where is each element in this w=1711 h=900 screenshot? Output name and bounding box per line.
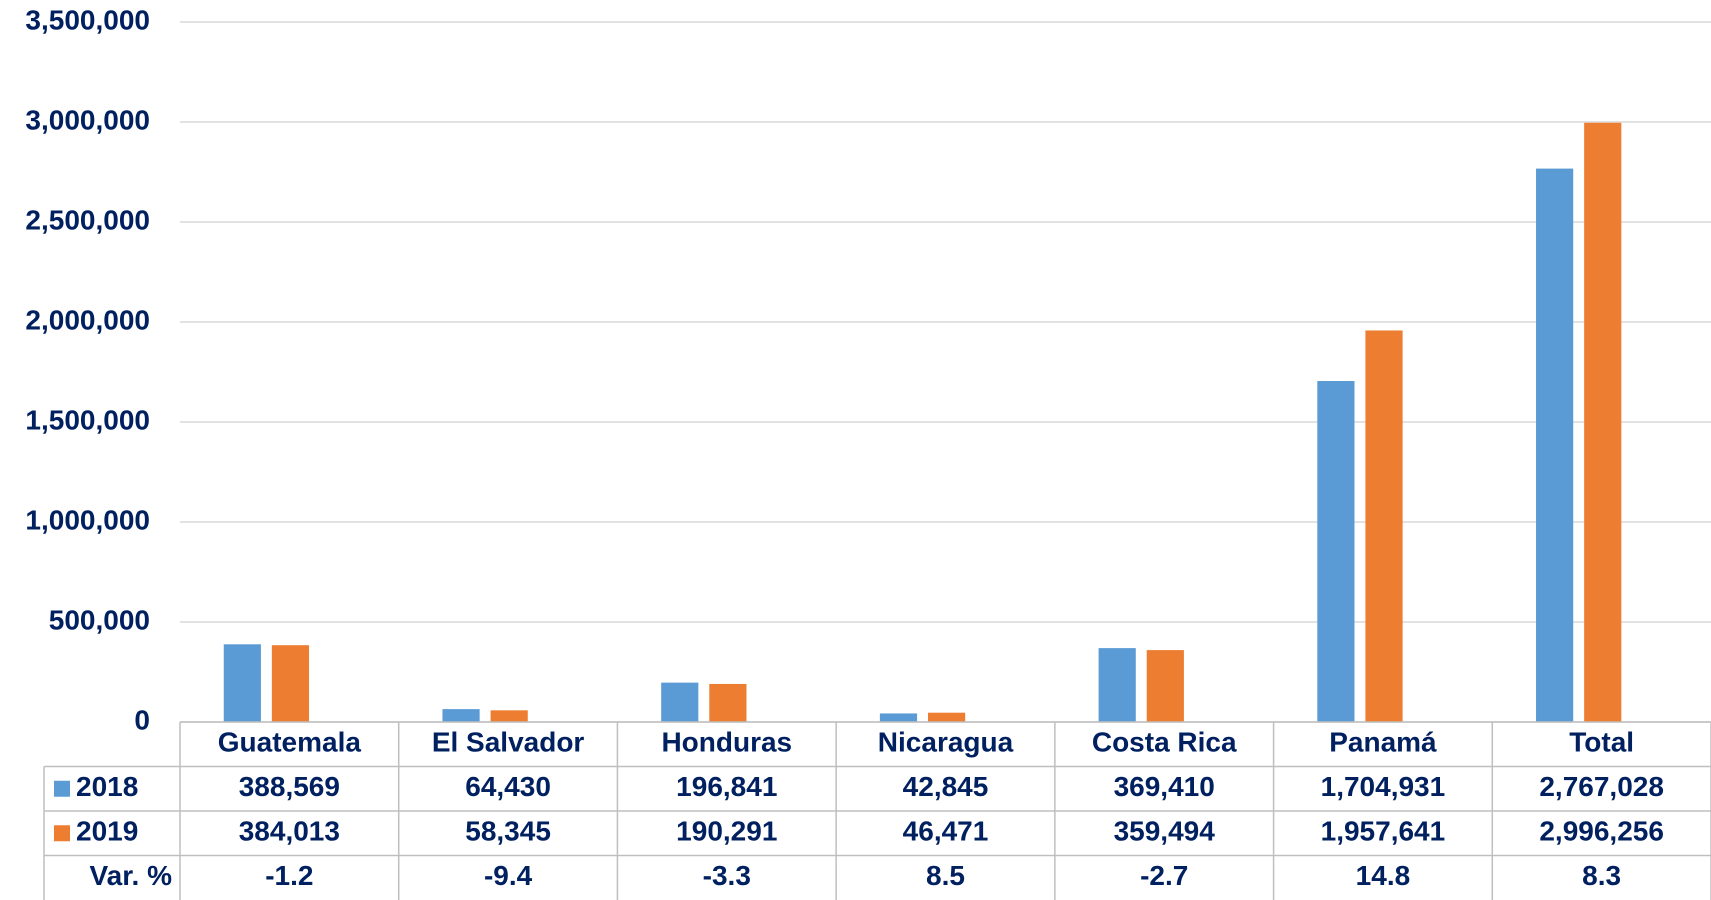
y-tick-label: 0 [134, 704, 150, 735]
x-tick-label: Guatemala [218, 727, 362, 758]
table-cell: 14.8 [1356, 860, 1411, 891]
table-cell: 42,845 [903, 771, 989, 802]
y-tick-label: 2,000,000 [25, 304, 150, 335]
table-cell: 64,430 [465, 771, 551, 802]
table-cell: 2,996,256 [1539, 816, 1664, 847]
bar [271, 645, 310, 722]
legend-label: 2019 [76, 816, 138, 847]
y-tick-label: 2,500,000 [25, 204, 150, 235]
bar [1098, 648, 1136, 722]
table-cell: -1.2 [265, 860, 313, 891]
table-cell: 388,569 [239, 771, 340, 802]
table-cell: 196,841 [676, 771, 777, 802]
table-cell: 8.5 [926, 860, 965, 891]
bar [1146, 650, 1184, 722]
bar [661, 682, 699, 722]
table-cell: -2.7 [1140, 860, 1188, 891]
bar [879, 713, 918, 722]
legend-swatch [54, 780, 70, 797]
table-cell: 2,767,028 [1539, 771, 1664, 802]
table-cell: 384,013 [239, 816, 340, 847]
x-tick-label: El Salvador [432, 727, 585, 758]
table-cell: 190,291 [676, 816, 777, 847]
y-tick-label: 3,500,000 [25, 4, 150, 35]
x-tick-label: Nicaragua [878, 727, 1014, 758]
table-cell: 1,957,641 [1321, 816, 1446, 847]
bar [1317, 381, 1355, 722]
row-label: Var. % [89, 860, 172, 891]
y-tick-label: 3,000,000 [25, 104, 150, 135]
bar [442, 709, 480, 722]
y-tick-label: 1,000,000 [25, 504, 150, 535]
table-cell: 1,704,931 [1321, 771, 1446, 802]
legend-label: 2018 [76, 771, 138, 802]
bar [1536, 168, 1574, 722]
table-cell: 46,471 [903, 816, 989, 847]
bar [223, 644, 261, 722]
bar [928, 712, 966, 722]
table-cell: 359,494 [1114, 816, 1216, 847]
bar [1365, 330, 1403, 722]
x-tick-label: Costa Rica [1092, 727, 1237, 758]
table-cell: 369,410 [1114, 771, 1215, 802]
legend-swatch [54, 825, 70, 842]
x-tick-label: Total [1569, 727, 1634, 758]
x-tick-label: Panamá [1329, 727, 1437, 758]
table-cell: -3.3 [703, 860, 751, 891]
bar [1584, 122, 1622, 723]
x-tick-label: Honduras [661, 727, 792, 758]
bar [709, 683, 747, 722]
y-tick-label: 1,500,000 [25, 404, 150, 435]
table-cell: 58,345 [465, 816, 551, 847]
bar [490, 710, 528, 722]
table-cell: 8.3 [1582, 860, 1621, 891]
y-tick-label: 500,000 [49, 604, 150, 635]
table-cell: -9.4 [484, 860, 533, 891]
